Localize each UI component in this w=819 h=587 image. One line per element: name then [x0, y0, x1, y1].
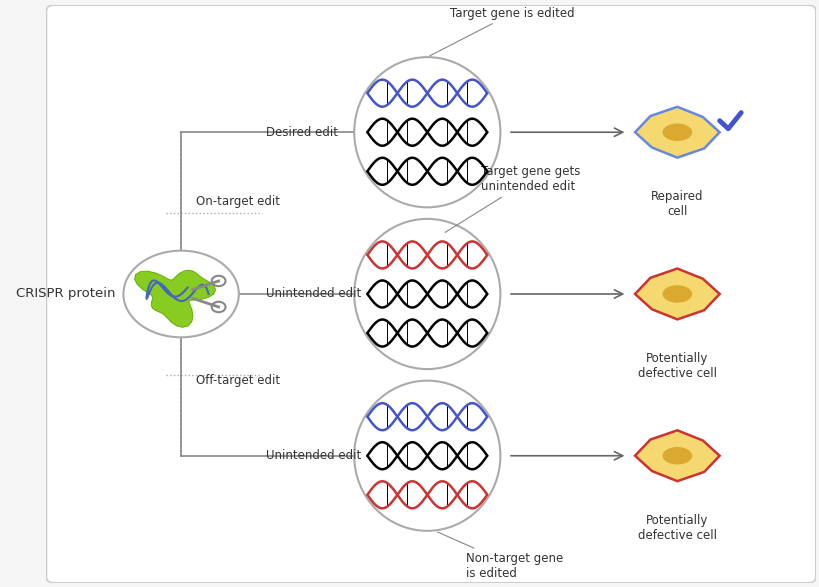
- Ellipse shape: [354, 380, 500, 531]
- Text: Off-target edit: Off-target edit: [197, 374, 280, 387]
- Polygon shape: [634, 107, 719, 158]
- Text: Non-target gene
is edited: Non-target gene is edited: [437, 532, 563, 580]
- Polygon shape: [634, 430, 719, 481]
- Ellipse shape: [662, 123, 691, 141]
- Text: On-target edit: On-target edit: [197, 195, 280, 208]
- Ellipse shape: [662, 285, 691, 303]
- Text: Desired edit: Desired edit: [265, 126, 337, 139]
- Polygon shape: [634, 269, 719, 319]
- Text: CRISPR protein: CRISPR protein: [16, 288, 115, 301]
- Text: Repaired
cell: Repaired cell: [650, 190, 703, 218]
- Text: Potentially
defective cell: Potentially defective cell: [637, 514, 716, 542]
- Polygon shape: [134, 271, 215, 327]
- Ellipse shape: [354, 57, 500, 207]
- Text: Potentially
defective cell: Potentially defective cell: [637, 352, 716, 380]
- Text: Unintended edit: Unintended edit: [265, 288, 360, 301]
- Ellipse shape: [354, 219, 500, 369]
- Text: Target gene gets
unintended edit: Target gene gets unintended edit: [445, 165, 580, 232]
- Text: Target gene is edited: Target gene is edited: [429, 6, 574, 56]
- Ellipse shape: [662, 447, 691, 464]
- Text: Unintended edit: Unintended edit: [265, 449, 360, 462]
- Circle shape: [123, 251, 238, 338]
- FancyBboxPatch shape: [47, 5, 815, 583]
